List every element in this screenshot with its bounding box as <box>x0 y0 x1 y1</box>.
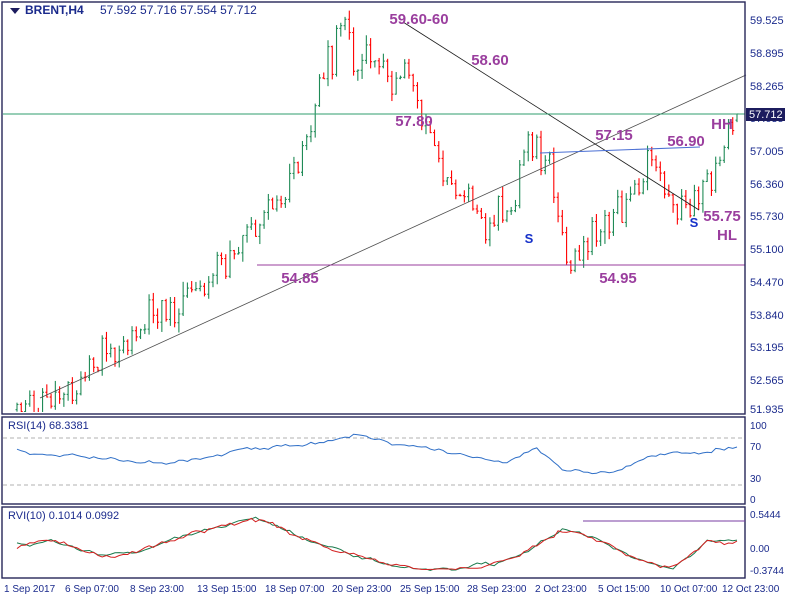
svg-text:30: 30 <box>750 474 762 485</box>
svg-text:55.100: 55.100 <box>750 244 784 256</box>
svg-text:59.60-60: 59.60-60 <box>389 11 448 28</box>
svg-text:5 Oct 15:00: 5 Oct 15:00 <box>598 584 650 595</box>
svg-text:56.90: 56.90 <box>667 133 705 150</box>
svg-text:10 Oct 07:00: 10 Oct 07:00 <box>660 584 718 595</box>
svg-text:S: S <box>525 231 534 246</box>
svg-text:-0.3744: -0.3744 <box>750 566 784 577</box>
svg-text:HH: HH <box>711 116 733 133</box>
svg-text:54.85: 54.85 <box>281 270 319 287</box>
svg-text:1 Sep 2017: 1 Sep 2017 <box>4 584 56 595</box>
svg-text:57.80: 57.80 <box>395 113 433 130</box>
svg-text:57.15: 57.15 <box>595 127 633 144</box>
svg-text:58.60: 58.60 <box>471 52 509 69</box>
svg-text:0: 0 <box>750 495 756 506</box>
svg-text:0.5444: 0.5444 <box>750 510 781 521</box>
svg-text:53.195: 53.195 <box>750 342 784 354</box>
svg-text:58.265: 58.265 <box>750 81 784 93</box>
svg-text:12 Oct 23:00: 12 Oct 23:00 <box>722 584 780 595</box>
svg-text:8 Sep 23:00: 8 Sep 23:00 <box>130 584 184 595</box>
svg-text:BRENT,H4: BRENT,H4 <box>25 3 84 17</box>
svg-text:55.730: 55.730 <box>750 211 784 223</box>
svg-text:RSI(14) 68.3381: RSI(14) 68.3381 <box>8 420 89 432</box>
svg-text:52.565: 52.565 <box>750 375 784 387</box>
svg-text:53.840: 53.840 <box>750 310 784 322</box>
svg-text:6 Sep 07:00: 6 Sep 07:00 <box>65 584 119 595</box>
svg-text:56.360: 56.360 <box>750 179 784 191</box>
svg-text:100: 100 <box>750 421 767 432</box>
svg-text:25 Sep 15:00: 25 Sep 15:00 <box>400 584 460 595</box>
svg-text:0.00: 0.00 <box>750 544 770 555</box>
svg-text:RVI(10) 0.1014 0.0992: RVI(10) 0.1014 0.0992 <box>8 510 119 522</box>
svg-text:20 Sep 23:00: 20 Sep 23:00 <box>332 584 392 595</box>
svg-text:59.525: 59.525 <box>750 15 784 27</box>
svg-text:55.75: 55.75 <box>703 208 741 225</box>
svg-text:13 Sep 15:00: 13 Sep 15:00 <box>197 584 257 595</box>
svg-text:57.712: 57.712 <box>749 109 783 121</box>
svg-text:58.895: 58.895 <box>750 48 784 60</box>
svg-text:HL: HL <box>717 227 737 244</box>
svg-text:54.95: 54.95 <box>599 270 637 287</box>
svg-text:51.935: 51.935 <box>750 404 784 416</box>
svg-text:S: S <box>690 215 699 230</box>
svg-text:28 Sep 23:00: 28 Sep 23:00 <box>467 584 527 595</box>
svg-text:54.470: 54.470 <box>750 277 784 289</box>
svg-text:57.592 57.716 57.554 57.712: 57.592 57.716 57.554 57.712 <box>100 3 257 17</box>
svg-text:18 Sep 07:00: 18 Sep 07:00 <box>265 584 325 595</box>
svg-text:57.005: 57.005 <box>750 146 784 158</box>
svg-text:70: 70 <box>750 442 762 453</box>
svg-text:2 Oct 23:00: 2 Oct 23:00 <box>535 584 587 595</box>
